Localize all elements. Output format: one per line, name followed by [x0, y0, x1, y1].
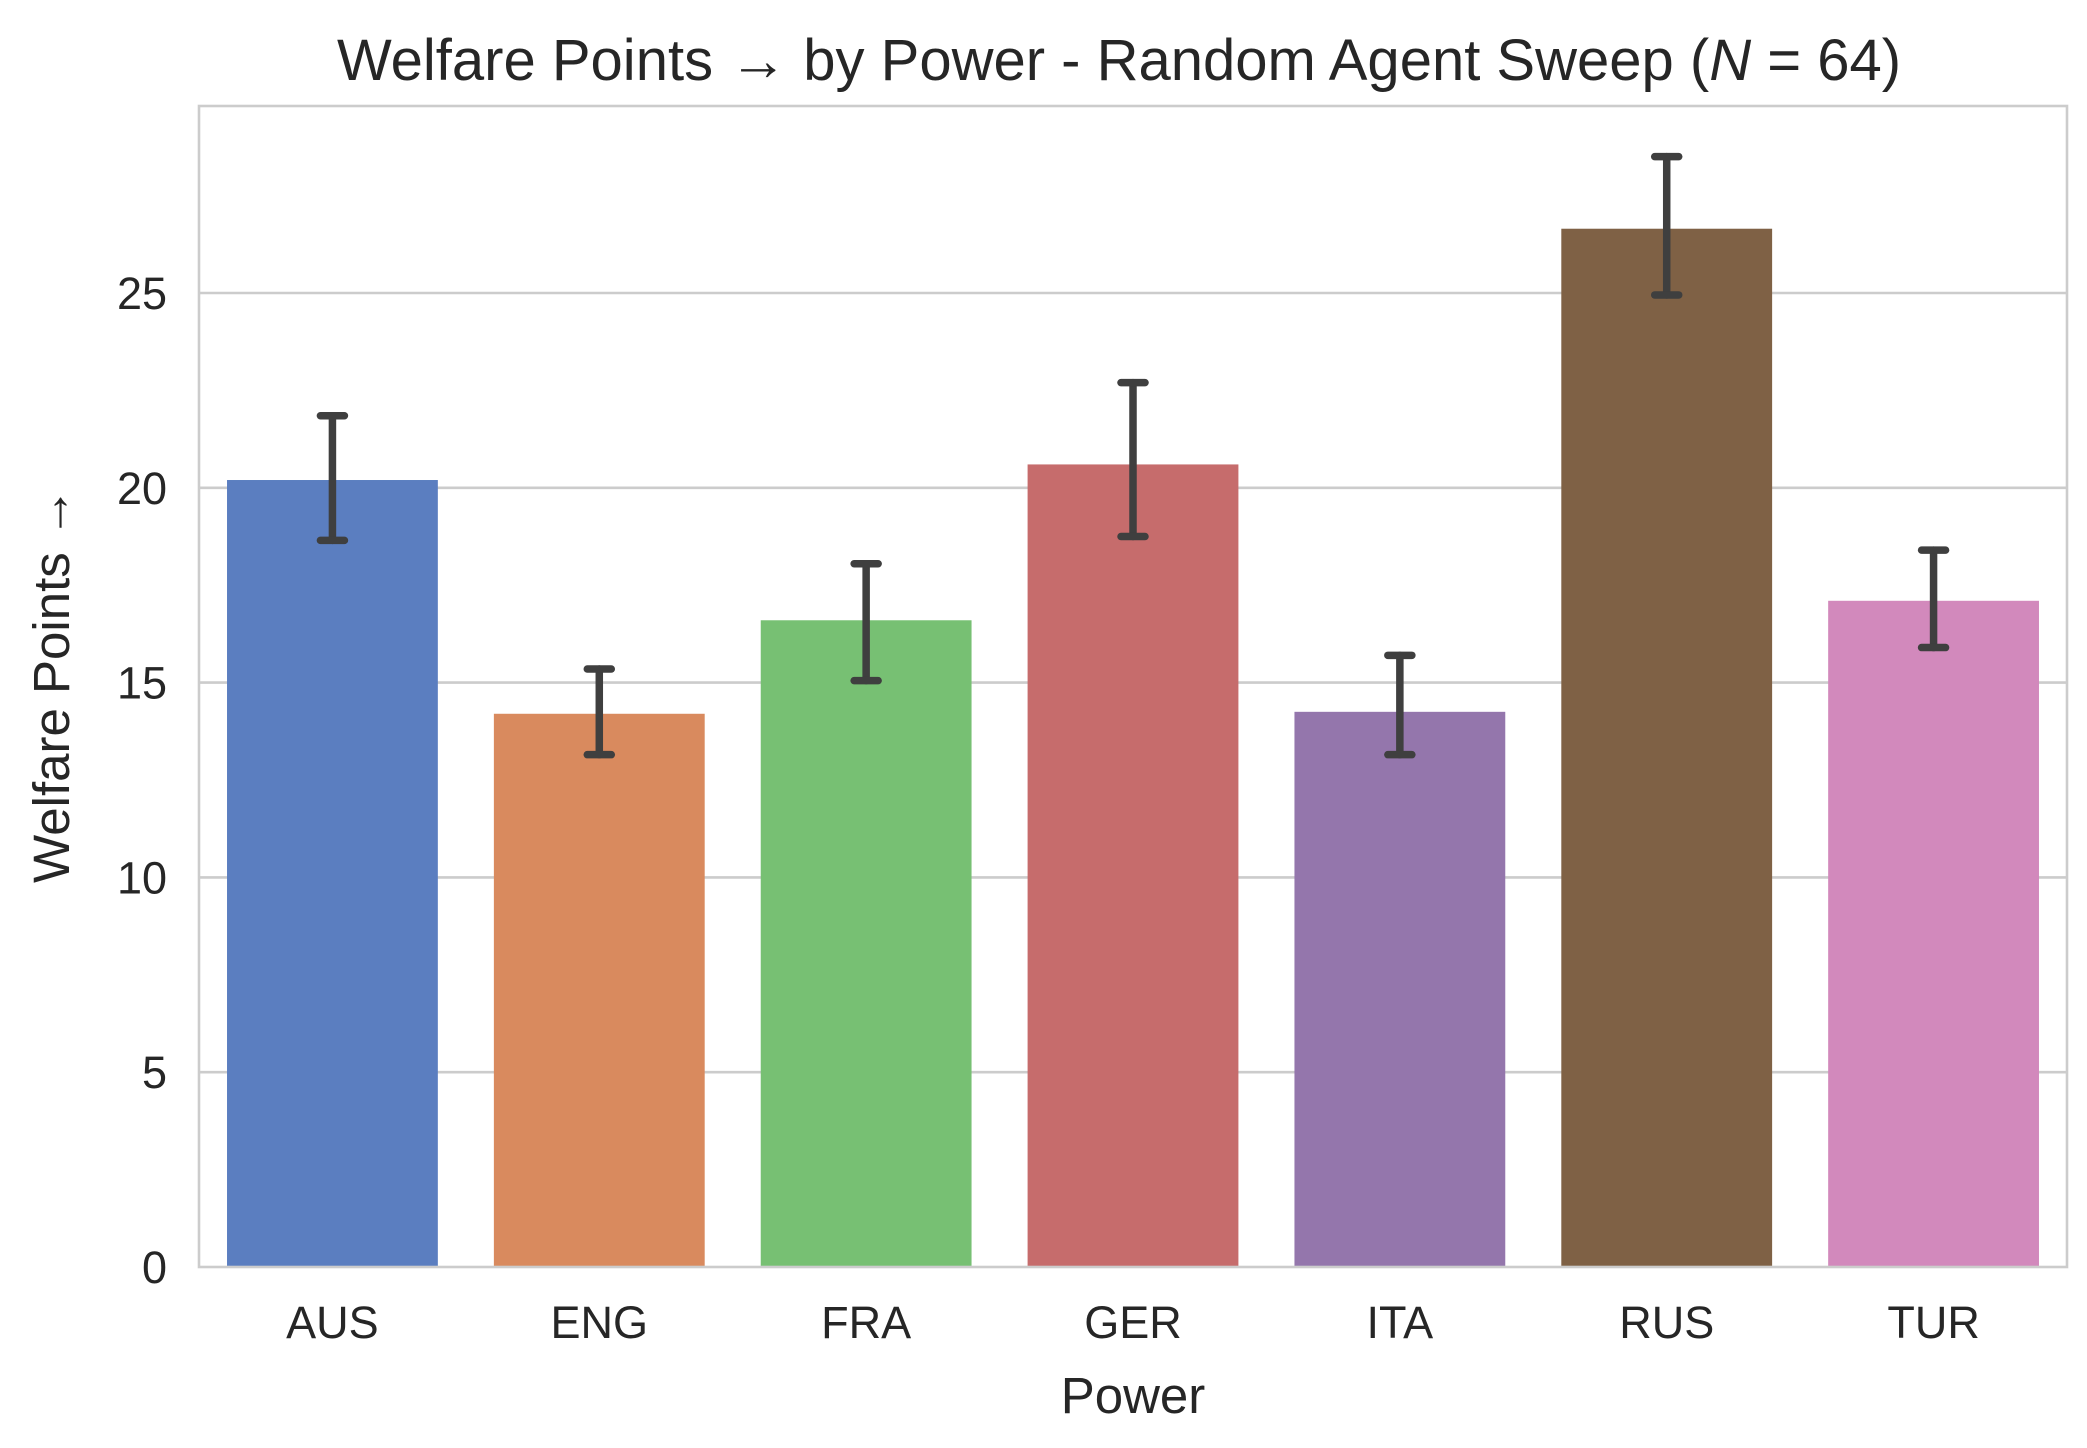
- y-tick-label: 5: [142, 1047, 167, 1098]
- error-bar-aus: [316, 411, 349, 545]
- bar-eng: [493, 713, 705, 1267]
- bar-aus: [227, 480, 438, 1267]
- plot-frame: [197, 104, 2069, 1269]
- y-tick-labels: 0 5 10 15 20 25: [117, 268, 167, 1293]
- y-axis-label: Welfare Points →: [23, 487, 80, 883]
- y-tick-label: 10: [117, 852, 167, 903]
- error-bar-rus: [1650, 152, 1683, 299]
- x-tick-label-aus: AUS: [286, 1297, 379, 1348]
- x-tick-label-tur: TUR: [1887, 1297, 1979, 1348]
- bars: [227, 228, 2039, 1268]
- bar-ger: [1027, 464, 1239, 1267]
- error-bar-tur: [1917, 546, 1950, 652]
- bar-fra: [760, 620, 972, 1267]
- error-bars: [316, 152, 1950, 759]
- error-bar-fra: [850, 560, 882, 685]
- x-tick-label-eng: ENG: [551, 1297, 649, 1348]
- y-tick-label: 15: [117, 658, 167, 709]
- x-tick-label-ger: GER: [1084, 1297, 1182, 1348]
- x-tick-label-rus: RUS: [1619, 1297, 1714, 1348]
- bar-ita: [1294, 711, 1506, 1267]
- x-tick-label-ita: ITA: [1367, 1297, 1434, 1348]
- error-bar-ger: [1117, 378, 1149, 541]
- error-bar-eng: [583, 665, 616, 759]
- chart-title: Welfare Points → by Power - Random Agent…: [337, 28, 1901, 93]
- x-axis-label: Power: [1061, 1367, 1206, 1424]
- y-tick-label: 25: [117, 268, 167, 319]
- x-tick-labels: AUS ENG FRA GER ITA RUS TUR: [286, 1297, 1980, 1348]
- bar-rus: [1561, 228, 1773, 1268]
- error-bar-ita: [1384, 651, 1416, 759]
- bar-tur: [1828, 600, 2039, 1267]
- y-tick-label: 0: [142, 1242, 167, 1293]
- y-tick-label: 20: [117, 463, 167, 514]
- x-tick-label-fra: FRA: [821, 1297, 911, 1348]
